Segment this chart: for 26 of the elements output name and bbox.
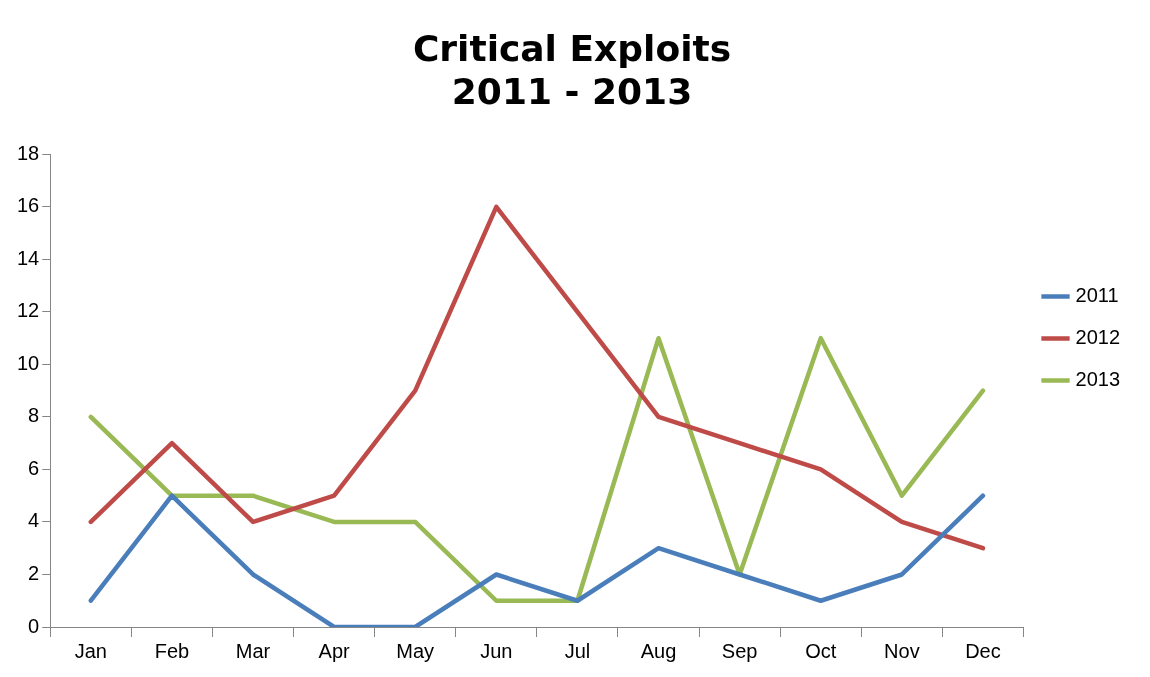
y-tick-label: 10	[17, 351, 40, 374]
chart-title: Critical Exploits 2011 - 2013	[412, 27, 732, 113]
y-tick-label: 8	[28, 404, 40, 427]
y-tick-label: 16	[17, 194, 40, 217]
y-tick-label: 0	[28, 614, 40, 637]
y-tick-label: 14	[17, 246, 40, 269]
x-tick-label: May	[396, 639, 435, 662]
legend-label: 2013	[1075, 368, 1121, 391]
legend-label: 2012	[1075, 326, 1121, 349]
x-tick-label: Jun	[480, 639, 513, 662]
x-tick-label: Sep	[721, 639, 758, 662]
legend-label: 2011	[1075, 284, 1119, 307]
y-tick-label: 2	[28, 562, 40, 584]
x-tick-label: Apr	[318, 639, 351, 662]
x-tick-label: Jul	[564, 639, 591, 662]
x-tick-label: Mar	[235, 639, 271, 662]
y-tick-label: 18	[17, 141, 40, 164]
x-tick-label: Oct	[805, 639, 837, 662]
x-tick-label: Dec	[965, 639, 1001, 662]
x-tick-label: Jan	[74, 639, 107, 662]
y-tick-label: 12	[17, 299, 40, 322]
x-tick-label: Nov	[884, 639, 920, 662]
y-tick-label: 6	[28, 456, 40, 479]
y-tick-label: 4	[28, 509, 40, 532]
x-tick-label: Feb	[154, 639, 190, 662]
x-tick-label: Aug	[640, 639, 677, 662]
